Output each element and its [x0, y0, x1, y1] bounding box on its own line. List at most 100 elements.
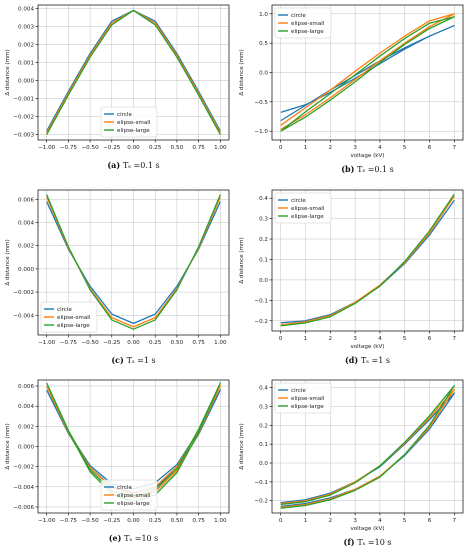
- legend-label: elipse-small: [291, 206, 325, 212]
- legend-box: [274, 382, 332, 414]
- x-tick-label: −1.00: [38, 340, 56, 346]
- legend-label: elipse-large: [291, 404, 324, 410]
- y-tick-label: −0.002: [13, 115, 34, 121]
- chart-panel-a: −1.00 −0.75 −0.50 −0.25 0.00 0.25 0.50 0.75 1.00…: [5, 4, 230, 170]
- x-tick-label: 5: [403, 336, 407, 342]
- legend-label: circle: [117, 112, 132, 118]
- x-tick-label: 1.00: [214, 518, 227, 524]
- series-line-elipse-large: [46, 194, 221, 330]
- legend-label: circle: [117, 485, 132, 491]
- x-tick-label: 4: [378, 145, 382, 151]
- x-axis-label: voltage (kV): [350, 526, 384, 532]
- y-tick-label: 0.0: [259, 71, 268, 77]
- chart-panel-c: −1.00 −0.75 −0.50 −0.25 0.00 0.25 0.50 0.75 1.00…: [5, 189, 230, 365]
- axes-frame: [271, 4, 464, 141]
- y-axis-label: Δ distance (mm): [5, 423, 11, 469]
- chart-panel-d: 0 1 2 3 4 5 6 7 −0.2 −0.1 0.0 0.1 0.2 0.3 0.4 Δ distanc…: [239, 189, 464, 365]
- y-axis-label: Δ distance (mm): [239, 423, 245, 469]
- x-tick-label: 0.50: [171, 518, 184, 524]
- x-tick-label: −0.25: [103, 145, 121, 151]
- x-tick-label: 3: [353, 336, 357, 342]
- x-tick-label: −0.75: [60, 518, 78, 524]
- legend: circle elipse-small elipse-large: [100, 106, 158, 138]
- y-tick-label: 0.2: [259, 423, 268, 429]
- y-tick-label: 1.0: [259, 12, 268, 18]
- legend-label: elipse-large: [291, 29, 324, 35]
- legend-label: elipse-small: [291, 396, 325, 402]
- x-tick-label: 2: [329, 145, 333, 151]
- x-tick-label: 6: [428, 518, 432, 524]
- y-tick-label: 0.1: [259, 442, 268, 448]
- x-tick-label: 0.50: [171, 340, 184, 346]
- x-tick-label: 2: [329, 518, 333, 524]
- legend-label: circle: [291, 13, 306, 19]
- x-tick-label: −0.75: [60, 340, 78, 346]
- y-tick-label: 0.002: [18, 424, 34, 430]
- legend-box: [274, 192, 332, 224]
- legend-box: [100, 479, 158, 511]
- y-tick-label: 0.000: [18, 267, 34, 273]
- legend: circle elipse-small elipse-large: [274, 382, 332, 414]
- x-tick-label: 3: [353, 145, 357, 151]
- y-tick-label: 0.0: [259, 461, 268, 467]
- y-axis-label: Δ distance (mm): [5, 239, 11, 285]
- series-line-elipse-small: [280, 13, 455, 130]
- x-tick-label: 5: [403, 145, 407, 151]
- x-tick-label: 0.00: [127, 145, 140, 151]
- caption-equation: Tₛ =10 s: [124, 534, 158, 543]
- y-tick-label: 0.000: [18, 79, 34, 85]
- x-tick-label: 0.00: [127, 340, 140, 346]
- y-tick-label: −0.2: [254, 499, 268, 505]
- y-tick-label: 0.002: [18, 244, 34, 250]
- x-tick-label: 2: [329, 336, 333, 342]
- x-tick-label: −0.50: [82, 518, 100, 524]
- y-tick-label: 0.5: [259, 41, 268, 47]
- x-tick-label: 1.00: [214, 145, 227, 151]
- x-tick-label: 7: [453, 336, 457, 342]
- panel-caption: (a) Tₛ =0.1 s: [107, 160, 159, 170]
- legend: circle elipse-small elipse-large: [100, 479, 158, 511]
- legend-label: circle: [291, 198, 306, 204]
- y-tick-label: 0.1: [259, 257, 268, 263]
- legend-label: elipse-large: [117, 501, 150, 507]
- legend-label: elipse-small: [57, 315, 91, 321]
- y-tick-label: 0.4: [259, 196, 268, 202]
- legend-label: circle: [57, 307, 72, 313]
- x-tick-label: −1.00: [38, 145, 56, 151]
- y-axis-label: Δ distance (mm): [239, 237, 245, 283]
- axes-frame: [271, 189, 464, 332]
- x-tick-label: 0.75: [192, 518, 205, 524]
- x-tick-label: 6: [428, 336, 432, 342]
- legend-label: circle: [291, 388, 306, 394]
- legend-box: [40, 301, 98, 333]
- y-tick-label: −0.001: [13, 97, 34, 103]
- caption-tag: (a): [107, 160, 123, 170]
- panel-caption: (d) Tₛ =1 s: [345, 355, 390, 365]
- x-tick-label: 5: [403, 518, 407, 524]
- chart-panel-b: 0 1 2 3 4 5 6 7 −1.0 −0.5 0.0 0.5 1.0 Δ distance (mm)…: [239, 4, 464, 174]
- x-tick-label: 4: [378, 336, 382, 342]
- x-tick-label: 0.00: [127, 518, 140, 524]
- x-tick-label: 0: [279, 336, 283, 342]
- x-tick-label: 1.00: [214, 340, 227, 346]
- series-line-elipse-small: [280, 195, 455, 326]
- y-tick-label: 0.001: [18, 61, 34, 67]
- y-axis-label: Δ distance (mm): [239, 49, 245, 95]
- y-tick-label: −0.004: [13, 313, 34, 319]
- axes-frame: [37, 379, 230, 514]
- y-tick-label: 0.000: [18, 445, 34, 451]
- legend-box: [274, 7, 332, 39]
- caption-equation: Tₛ =10 s: [357, 538, 391, 547]
- y-tick-label: 0.004: [18, 404, 34, 410]
- axes-frame: [271, 379, 464, 514]
- caption-tag: (e): [109, 533, 124, 543]
- y-tick-label: −1.0: [254, 129, 268, 135]
- y-axis-label: Δ distance (mm): [5, 49, 11, 95]
- x-tick-label: 1: [304, 518, 308, 524]
- y-tick-label: −0.004: [13, 485, 34, 491]
- legend-label: elipse-large: [57, 323, 90, 329]
- y-tick-label: 0.006: [18, 197, 34, 203]
- x-tick-label: 0.75: [192, 340, 205, 346]
- x-tick-label: −0.50: [82, 145, 100, 151]
- x-tick-label: 0.25: [149, 518, 162, 524]
